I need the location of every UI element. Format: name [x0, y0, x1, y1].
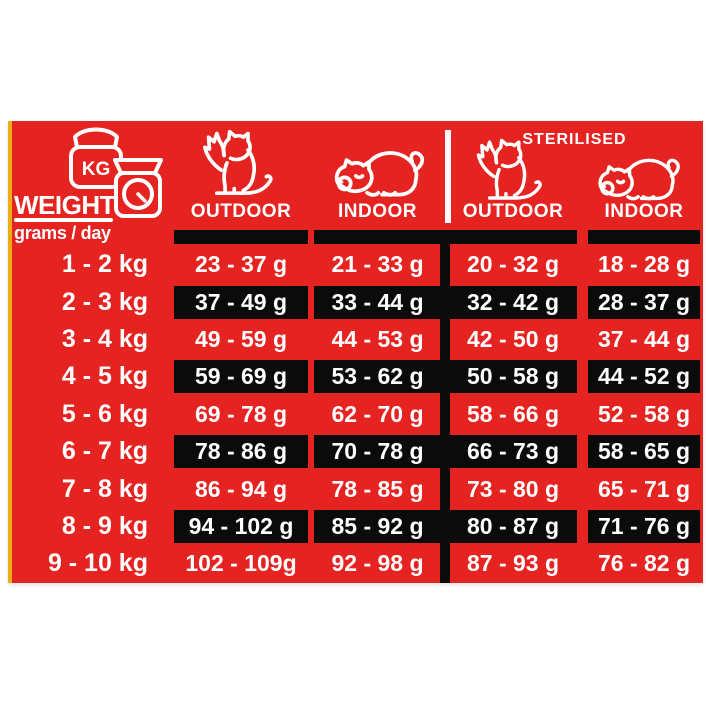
weight-range-label: 2 - 3 kg	[61, 287, 148, 316]
table-header-strip	[314, 230, 441, 244]
feeding-value-cell: 58 - 65 g	[588, 435, 700, 469]
feeding-value-cell: 94 - 102 g	[174, 510, 308, 543]
table-header-strip	[588, 230, 700, 244]
feeding-value-cell: 70 - 78 g	[314, 435, 441, 469]
weight-range-label: 7 - 8 kg	[61, 474, 148, 503]
feeding-value-cell: 71 - 76 g	[588, 510, 700, 543]
package-edge-strip	[8, 121, 12, 583]
weight-title: WEIGHT	[14, 190, 116, 220]
table-divider-line	[440, 230, 450, 583]
feeding-value-cell: 86 - 94 g	[194, 475, 288, 502]
feeding-value-cell: 28 - 37 g	[588, 285, 700, 319]
feeding-value-cell: 20 - 32 g	[466, 251, 560, 278]
weight-range-label: 4 - 5 kg	[61, 362, 148, 391]
feeding-value-cell: 66 - 73 g	[449, 435, 577, 469]
feeding-value-cell: 62 - 70 g	[331, 400, 424, 427]
feeding-value-cell: 37 - 44 g	[597, 326, 691, 352]
weight-range-label: 9 - 10 kg	[47, 549, 148, 578]
weight-scale-icon: KG	[69, 127, 163, 218]
feeding-value-cell: 44 - 53 g	[331, 326, 424, 352]
feeding-value-cell: 37 - 49 g	[174, 285, 308, 319]
feeding-value-cell: 80 - 87 g	[449, 510, 577, 543]
feeding-value-cell: 33 - 44 g	[314, 285, 441, 319]
kg-badge-label: KG	[82, 159, 111, 180]
feeding-value-cell: 42 - 50 g	[466, 326, 560, 352]
column-header-sterilised-indoor: INDOOR	[604, 201, 684, 222]
feeding-value-cell: 23 - 37 g	[194, 251, 288, 278]
weight-range-label: 6 - 7 kg	[61, 437, 148, 466]
feeding-value-cell: 76 - 82 g	[597, 550, 691, 577]
feeding-value-cell: 78 - 85 g	[331, 475, 424, 502]
feeding-value-cell: 92 - 98 g	[331, 550, 424, 577]
feeding-value-cell: 49 - 59 g	[194, 326, 288, 352]
feeding-table-panel: KG WEIGHT grams / day STERILISED OUTDOOR…	[8, 121, 703, 583]
outdoor-cat-icon	[186, 128, 288, 206]
column-header-indoor: INDOOR	[338, 201, 417, 222]
column-header-sterilised-outdoor: OUTDOOR	[462, 201, 564, 222]
weight-subtitle: grams / day	[14, 223, 111, 243]
feeding-value-cell: 53 - 62 g	[314, 360, 441, 394]
table-header-strip	[449, 230, 577, 244]
feeding-value-cell: 59 - 69 g	[174, 360, 308, 394]
feeding-value-cell: 65 - 71 g	[597, 475, 691, 502]
weight-title-underline	[14, 218, 113, 222]
weight-range-label: 1 - 2 kg	[61, 250, 148, 279]
feeding-value-cell: 87 - 93 g	[466, 550, 560, 577]
feeding-value-cell: 52 - 58 g	[597, 400, 691, 427]
column-header-outdoor: OUTDOOR	[190, 201, 292, 222]
sterilised-section-label: STERILISED	[522, 131, 627, 148]
feeding-value-cell: 32 - 42 g	[449, 285, 577, 319]
feeding-value-cell: 85 - 92 g	[314, 510, 441, 543]
feeding-value-cell: 73 - 80 g	[466, 475, 560, 502]
feeding-value-cell: 102 - 109g	[185, 550, 297, 577]
feeding-value-cell: 50 - 58 g	[449, 360, 577, 394]
feeding-value-cell: 78 - 86 g	[174, 435, 308, 469]
feeding-value-cell: 58 - 66 g	[466, 400, 560, 427]
weight-range-label: 8 - 9 kg	[61, 511, 148, 540]
feeding-value-cell: 69 - 78 g	[194, 400, 288, 427]
indoor-cat-icon	[320, 146, 432, 204]
feeding-value-cell: 21 - 33 g	[331, 251, 424, 278]
header-divider-line	[445, 130, 451, 223]
feeding-value-cell: 18 - 28 g	[597, 251, 691, 278]
sterilised-indoor-cat-icon	[583, 154, 689, 207]
feeding-value-cell: 44 - 52 g	[588, 360, 700, 394]
table-header-strip	[174, 230, 308, 244]
weight-range-label: 5 - 6 kg	[61, 399, 148, 428]
weight-range-label: 3 - 4 kg	[61, 324, 148, 353]
